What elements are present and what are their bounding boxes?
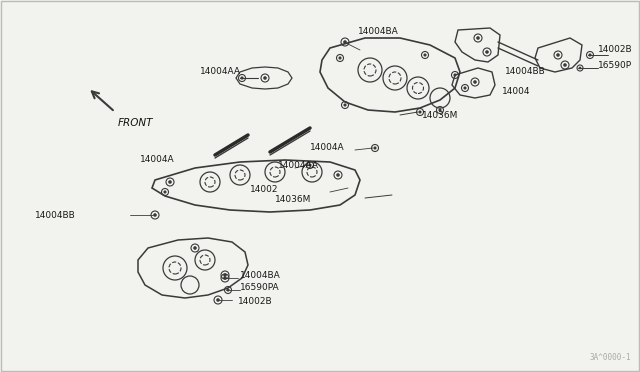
Circle shape	[227, 288, 230, 292]
Text: 14002: 14002	[250, 186, 278, 195]
Circle shape	[419, 110, 422, 113]
Text: 3A^0000-1: 3A^0000-1	[590, 353, 632, 362]
Circle shape	[588, 54, 591, 57]
Circle shape	[223, 273, 227, 277]
Text: 14004AA: 14004AA	[200, 67, 241, 77]
Text: 16590PA: 16590PA	[240, 283, 280, 292]
Text: 14004: 14004	[502, 87, 531, 96]
Circle shape	[424, 54, 427, 57]
Text: 14004AA: 14004AA	[278, 160, 319, 170]
Text: 16590P: 16590P	[598, 61, 632, 70]
Circle shape	[168, 180, 172, 184]
Text: 14036M: 14036M	[422, 110, 458, 119]
Text: 14002B: 14002B	[598, 45, 632, 55]
Circle shape	[336, 173, 340, 177]
Circle shape	[485, 50, 489, 54]
Circle shape	[263, 76, 267, 80]
Text: 14004A: 14004A	[310, 144, 344, 153]
Circle shape	[193, 246, 197, 250]
Circle shape	[373, 147, 376, 150]
Circle shape	[343, 40, 347, 44]
Circle shape	[463, 86, 467, 90]
Text: 14004BB: 14004BB	[505, 67, 546, 77]
Circle shape	[563, 63, 567, 67]
Text: 14004BA: 14004BA	[358, 28, 399, 36]
Circle shape	[241, 76, 244, 80]
Circle shape	[216, 298, 220, 302]
Text: FRONT: FRONT	[118, 118, 154, 128]
Text: 14036M: 14036M	[275, 196, 312, 205]
Circle shape	[339, 57, 342, 60]
Circle shape	[223, 276, 227, 280]
Circle shape	[344, 103, 347, 106]
Circle shape	[473, 80, 477, 84]
Circle shape	[438, 108, 442, 112]
Circle shape	[453, 73, 456, 77]
Circle shape	[556, 53, 560, 57]
Circle shape	[153, 213, 157, 217]
Text: 14002B: 14002B	[238, 298, 273, 307]
Text: 14004BB: 14004BB	[35, 211, 76, 219]
Circle shape	[579, 67, 581, 69]
Text: 14004BA: 14004BA	[240, 270, 281, 279]
Circle shape	[308, 163, 312, 167]
Circle shape	[163, 190, 166, 193]
Circle shape	[476, 36, 480, 40]
Text: 14004A: 14004A	[140, 155, 175, 164]
